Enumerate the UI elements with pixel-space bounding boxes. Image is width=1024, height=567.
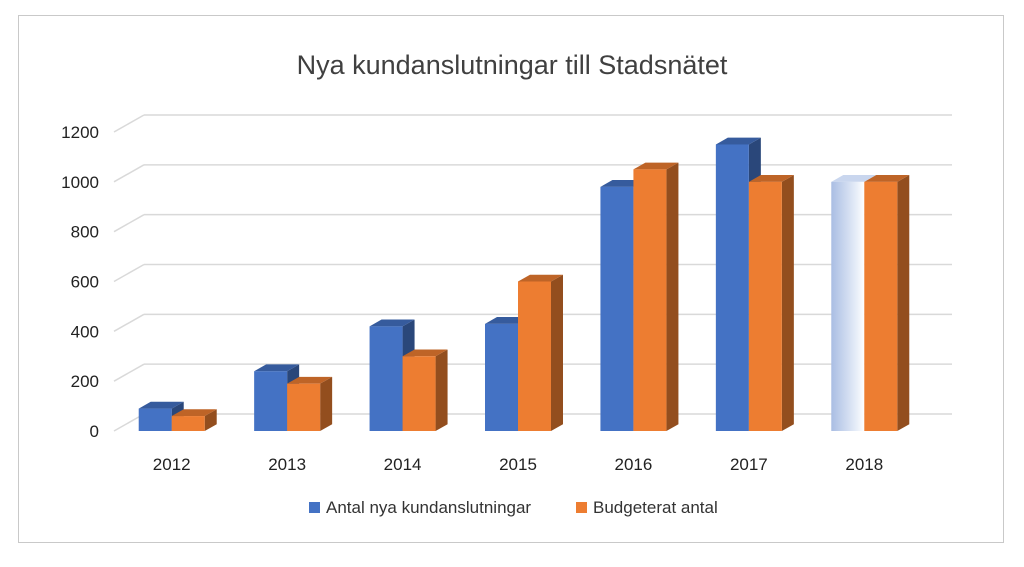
- x-tick-label: 2017: [730, 455, 768, 474]
- bar-top: [287, 376, 333, 384]
- legend-label: Budgeterat antal: [593, 498, 718, 517]
- bar-side: [320, 376, 333, 431]
- bars: [138, 137, 910, 432]
- bar-2016-series-1: [633, 162, 679, 431]
- y-tick-label: 400: [71, 322, 99, 341]
- bar-side: [897, 175, 910, 431]
- bar-2013-series-1: [287, 376, 333, 431]
- x-tick-label: 2018: [845, 455, 883, 474]
- bar-front: [402, 356, 436, 431]
- bar-2017-series-1: [748, 175, 794, 431]
- legend-swatch: [576, 502, 587, 513]
- bar-top: [831, 175, 877, 182]
- bar-top: [748, 175, 794, 182]
- bar-top: [254, 364, 300, 372]
- bar-front: [864, 181, 898, 431]
- x-tick-label: 2015: [499, 455, 537, 474]
- bar-side: [551, 274, 563, 431]
- bar-2014-series-1: [402, 349, 448, 431]
- bar-2018-series-1: [864, 175, 910, 431]
- legend-swatch: [309, 502, 320, 513]
- bar-front: [485, 323, 518, 431]
- y-tick-label: 1000: [61, 173, 99, 192]
- x-tick-label: 2016: [615, 455, 653, 474]
- gridline-depth: [113, 313, 145, 332]
- bar-top: [369, 319, 415, 327]
- bar-top: [518, 274, 563, 282]
- x-tick-label: 2012: [153, 455, 191, 474]
- gridline-depth: [113, 363, 145, 382]
- bar-front: [138, 408, 172, 431]
- bar-top: [171, 409, 217, 417]
- bar-front: [518, 281, 551, 431]
- bar-front: [715, 144, 749, 432]
- x-tick-label: 2014: [384, 455, 422, 474]
- bar-top: [138, 401, 184, 409]
- y-tick-label: 0: [90, 422, 99, 441]
- bar-side: [781, 175, 794, 431]
- bar-front: [748, 181, 782, 431]
- bar-front: [171, 416, 205, 431]
- bar-2012-series-1: [171, 409, 217, 431]
- gridline-depth: [113, 114, 145, 133]
- y-tick-label: 800: [71, 223, 99, 242]
- bar-top: [864, 175, 910, 182]
- bar-top: [402, 349, 448, 357]
- y-axis-ticks: 0 200 400 600 800 1000 1200: [61, 123, 99, 441]
- bar-side: [435, 349, 448, 431]
- y-tick-label: 1200: [61, 123, 99, 142]
- bar-2015-series-1: [518, 274, 563, 431]
- gridline-depth: [113, 164, 145, 183]
- bar-side: [204, 409, 217, 431]
- bar-top: [715, 137, 761, 145]
- bar-front: [831, 181, 865, 431]
- bar-front: [600, 186, 634, 431]
- bar-top: [633, 162, 679, 170]
- gridline-depth: [113, 263, 145, 283]
- chart-title: Nya kundanslutningar till Stadsnätet: [297, 50, 728, 80]
- bar-front: [254, 371, 288, 431]
- bar-front: [633, 169, 667, 431]
- x-tick-label: 2013: [268, 455, 306, 474]
- bar-front: [287, 383, 321, 431]
- gridline-depth: [113, 214, 145, 233]
- y-tick-label: 200: [71, 372, 99, 391]
- bar-side: [666, 162, 679, 431]
- x-axis-ticks: 2012 2013 2014 2015 2016 2017 2018: [153, 455, 883, 474]
- legend: Antal nya kundanslutningar Budgeterat ant…: [309, 498, 718, 517]
- y-tick-label: 600: [71, 273, 99, 292]
- bar-front: [369, 326, 403, 431]
- legend-label: Antal nya kundanslutningar: [326, 498, 531, 517]
